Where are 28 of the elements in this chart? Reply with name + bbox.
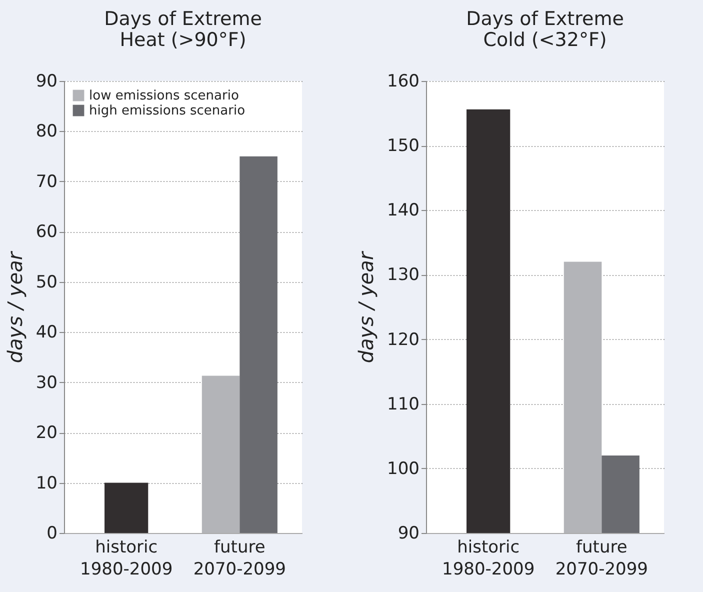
x-tick-label: historic 1980-2009 — [80, 538, 173, 580]
y-tick-label: 140 — [387, 200, 420, 221]
y-tick-label: 100 — [387, 458, 420, 479]
chart-title: Days of Extreme Cold (<32°F) — [466, 8, 624, 51]
legend-label: low emissions scenario — [89, 88, 239, 104]
y-axis-title: days / year — [2, 250, 27, 364]
y-axis-title: days / year — [354, 250, 378, 364]
y-tick-label: 70 — [36, 172, 58, 192]
x-tick-label: future 2070-2099 — [193, 538, 286, 580]
y-tick-label: 130 — [387, 265, 420, 286]
y-tick-label: 150 — [387, 136, 420, 156]
y-tick-label: 50 — [36, 272, 58, 292]
x-tick-label: future 2070-2099 — [555, 538, 648, 580]
y-tick-label: 60 — [36, 222, 58, 242]
y-tick-label: 110 — [387, 394, 420, 414]
y-tick-label: 30 — [36, 372, 58, 393]
y-tick-label: 40 — [36, 322, 58, 343]
y-tick-label: 120 — [387, 330, 420, 350]
x-tick-label: historic 1980-2009 — [442, 538, 535, 580]
chart-title: Days of Extreme Heat (>90°F) — [104, 8, 262, 51]
y-tick-label: 10 — [36, 473, 58, 494]
y-tick-label: 160 — [387, 72, 420, 92]
y-tick-label: 20 — [36, 423, 58, 444]
legend-label: high emissions scenario — [89, 104, 246, 118]
y-tick-label: 0 — [46, 524, 58, 544]
y-tick-label: 80 — [36, 122, 58, 142]
y-tick-label: 90 — [398, 524, 420, 544]
y-tick-label: 90 — [36, 72, 58, 92]
